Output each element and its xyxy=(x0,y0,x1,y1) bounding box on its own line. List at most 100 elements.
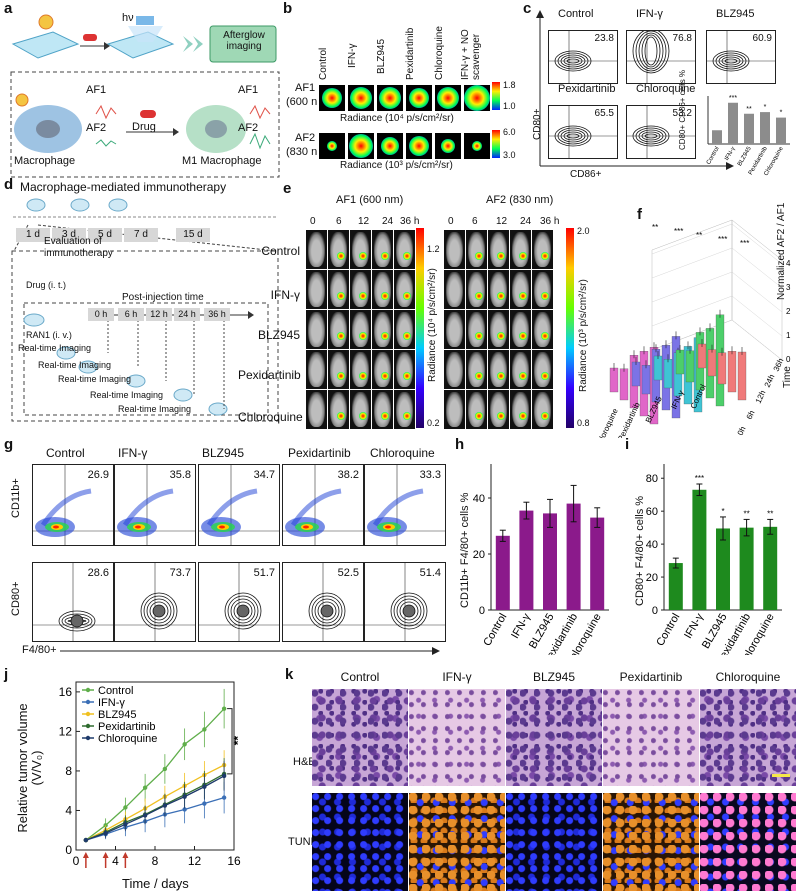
signal-hotspot xyxy=(519,412,527,420)
ytick-1: 20 xyxy=(646,572,658,584)
mouse-body xyxy=(308,352,325,387)
b-col-5: IFN-γ + NO scavenger xyxy=(460,29,482,80)
j-point xyxy=(221,706,227,711)
signal-hotspot xyxy=(403,412,411,420)
b-well-af1-2 xyxy=(376,84,404,112)
f-ztick-2: 2 xyxy=(786,307,791,316)
signal-hotspot xyxy=(519,252,527,260)
signal-hotspot xyxy=(497,372,505,380)
d-imaging-1: Real-time Imaging xyxy=(38,360,112,370)
j-point xyxy=(162,803,168,808)
c-flow-plot-3: 65.5 xyxy=(548,105,618,159)
c-inset-star-2: ** xyxy=(746,106,752,113)
signal-hotspot xyxy=(337,412,345,420)
g-scatter-plot-1: 35.8 xyxy=(114,464,196,546)
f-bar-0-1 xyxy=(619,368,629,401)
g-group-3: Pexidartinib xyxy=(288,446,351,460)
j-legend-0: Control xyxy=(98,685,133,697)
b-s1-max: 1.8 xyxy=(503,80,516,90)
bar-star-1: *** xyxy=(695,474,704,483)
e-colorbar-1 xyxy=(416,228,424,428)
g-scatter-plot-4: 33.3 xyxy=(364,464,446,546)
e-group-1: IFN-γ xyxy=(270,288,300,302)
j-series-line-1 xyxy=(85,797,225,841)
ytick-4: 80 xyxy=(646,473,658,485)
c-group-label-0: Control xyxy=(558,8,594,20)
c-inset-bar-1 xyxy=(728,102,738,144)
mouse-body xyxy=(374,352,391,387)
k-tunel-image-1 xyxy=(409,793,505,891)
signal-hotspot xyxy=(359,412,367,420)
k-tunel-image-0 xyxy=(312,793,408,891)
ytick-3: 60 xyxy=(646,506,658,518)
g-contour-plot-0: 28.6 xyxy=(32,562,114,642)
f-bar-0-0 xyxy=(609,367,619,393)
d-eval: Evaluation of immunotherapy xyxy=(44,236,113,259)
g-bottom-value-0: 28.6 xyxy=(87,567,109,579)
c-flow-axes xyxy=(536,10,734,170)
c-inset-cat-1: IFN-γ xyxy=(724,146,737,162)
c-ylabel: CD80+ xyxy=(532,108,543,140)
b-af2-label: AF2 xyxy=(295,132,316,144)
b-signal-spot xyxy=(472,141,482,151)
mouse-body xyxy=(468,392,485,427)
f-ztick-1: 1 xyxy=(786,331,791,340)
c-flow-plot-2: 60.9 xyxy=(706,30,776,84)
mouse-body xyxy=(352,392,369,427)
mouse-body xyxy=(512,232,529,267)
d-imaging-2: Real-time Imaging xyxy=(58,374,132,384)
j-annotation: ** xyxy=(231,736,245,746)
e-group-2: BLZ945 xyxy=(257,328,300,342)
signal-hotspot xyxy=(359,372,367,380)
panel-label-a: a xyxy=(4,0,13,17)
g-ylabel-top: CD11b+ xyxy=(10,478,22,518)
f-star-2: ** xyxy=(696,231,702,240)
g-top-value-0: 26.9 xyxy=(87,469,109,481)
c-flow-plot-4: 53.2 xyxy=(626,105,696,159)
d-day-3: 7 d xyxy=(124,228,158,242)
bar-2 xyxy=(543,513,557,610)
mouse-body xyxy=(330,312,347,347)
j-xtick-0: 0 xyxy=(73,854,80,868)
f-group-0: Chloroquine xyxy=(593,407,620,438)
j-xtick-3: 12 xyxy=(188,854,202,868)
mouse-body xyxy=(468,232,485,267)
f-star-4: *** xyxy=(740,239,749,248)
signal-hotspot xyxy=(497,292,505,300)
g-bottom-value-1: 73.7 xyxy=(169,567,191,579)
e-time-af2-4: 36 h xyxy=(540,216,560,227)
mouse-body xyxy=(374,312,391,347)
c-group-label-2: BLZ945 xyxy=(716,8,755,20)
af2-label-right: AF2 xyxy=(238,122,259,134)
d-time-3: 24 h xyxy=(174,308,200,321)
d-post: Post-injection time xyxy=(122,292,204,303)
mouse-body xyxy=(374,392,391,427)
mouse-body xyxy=(396,272,413,307)
b-well-af1-3 xyxy=(405,84,433,112)
j-ytick-3: 12 xyxy=(59,724,73,738)
light-source-icon xyxy=(136,16,154,25)
mouse-body xyxy=(352,232,369,267)
c-value-2: 60.9 xyxy=(752,33,772,44)
k-tunel-image-4 xyxy=(700,793,796,891)
g-top-value-2: 34.7 xyxy=(253,469,275,481)
signal-hotspot xyxy=(519,332,527,340)
signal-hotspot xyxy=(403,372,411,380)
signal-hotspot xyxy=(475,372,483,380)
b-well-af1-4 xyxy=(434,84,462,112)
j-ytick-2: 8 xyxy=(65,764,72,778)
b-colorbar-1 xyxy=(492,82,500,110)
j-ylabel: Relative tumor volume (V/V₀) xyxy=(15,703,44,833)
e-s2-min: 0.8 xyxy=(577,418,590,428)
j-xtick-2: 8 xyxy=(152,854,159,868)
mouse-body xyxy=(534,352,551,387)
bar-4 xyxy=(590,517,605,610)
b-signal-spot xyxy=(409,136,429,156)
bar-1 xyxy=(519,510,534,610)
e-time-af1-4: 36 h xyxy=(400,216,420,227)
k-group-2: BLZ945 xyxy=(532,670,576,684)
hv-label: hν xyxy=(122,12,134,24)
mouse-body xyxy=(446,232,463,267)
f-time-label: Time xyxy=(782,366,793,388)
j-point xyxy=(182,794,187,799)
